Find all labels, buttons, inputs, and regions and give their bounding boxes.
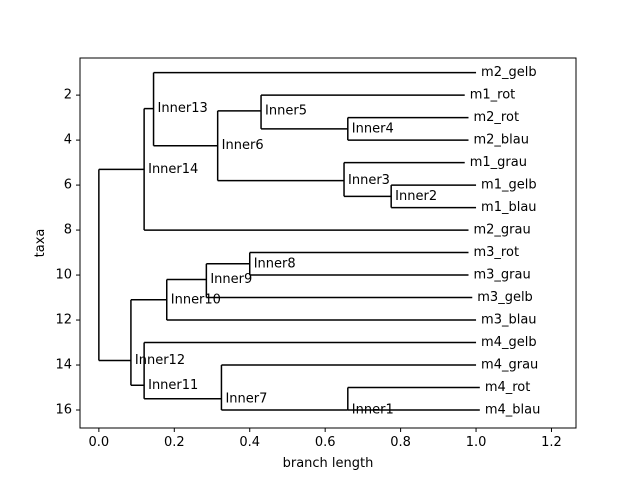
x-axis-label: branch length [283,456,374,471]
leaf-label: m4_grau [481,358,538,373]
y-tick-label: 6 [64,178,72,193]
plot-frame [79,57,577,429]
x-tick-label: 1.0 [466,435,487,450]
y-axis-ticks: 2 4 6 8 10 12 14 16 [55,88,80,418]
x-tick-label: 0.4 [239,435,260,450]
leaf-label: m2_rot [474,110,520,125]
internal-node-label: Inner10 [171,292,221,307]
x-tick-label: 0.8 [390,435,411,450]
internal-node-label: Inner12 [135,353,185,368]
leaf-label: m1_gelb [481,178,537,193]
y-tick-label: 16 [55,403,72,418]
leaf-label: m2_gelb [481,65,537,80]
node-labels: m2_gelb m1_rot m2_rot m2_blau m1_grau m1_gelb… [135,65,540,417]
tree-lines [98,71,480,411]
y-tick-label: 4 [64,133,72,148]
x-axis-ticks: 0.0 0.2 0.4 0.6 0.8 1.0 1.2 [89,428,562,450]
internal-node-label: Inner7 [225,391,267,406]
y-tick-label: 12 [55,313,72,328]
internal-node-label: Inner6 [222,138,264,153]
internal-node-label: Inner4 [352,121,394,136]
internal-node-label: Inner3 [348,173,390,188]
internal-node-label: Inner5 [265,103,307,118]
leaf-label: m1_rot [470,88,516,103]
y-tick-label: 10 [55,268,72,283]
x-tick-label: 0.2 [164,435,185,450]
leaf-label: m2_grau [474,223,531,238]
x-tick-label: 0.0 [89,435,110,450]
internal-node-label: Inner14 [148,162,198,177]
leaf-label: m4_blau [485,403,541,418]
leaf-label: m3_grau [474,268,531,283]
y-axis-label: taxa [33,229,48,258]
leaf-label: m1_blau [481,200,537,215]
leaf-label: m4_rot [485,380,531,395]
internal-node-label: Inner2 [395,189,437,204]
y-tick-label: 8 [64,223,72,238]
internal-node-label: Inner8 [254,256,296,271]
y-tick-label: 2 [64,88,72,103]
internal-node-label: Inner11 [148,378,198,393]
leaf-label: m2_blau [474,133,530,148]
leaf-label: m4_gelb [481,335,537,350]
leaf-label: m3_rot [474,245,520,260]
internal-node-label: Inner9 [210,272,252,287]
x-tick-label: 0.6 [315,435,336,450]
leaf-label: m3_blau [481,313,537,328]
internal-node-label: Inner13 [158,101,208,116]
leaf-label: m3_gelb [477,290,533,305]
internal-node-label: Inner1 [352,403,394,418]
x-tick-label: 1.2 [541,435,562,450]
y-tick-label: 14 [55,358,72,373]
leaf-label: m1_grau [470,155,527,170]
